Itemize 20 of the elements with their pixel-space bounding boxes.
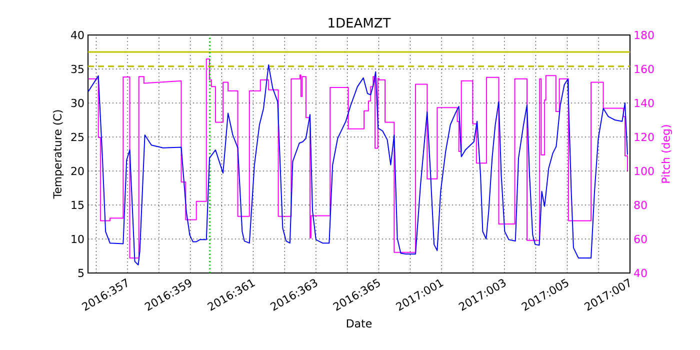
y-tick-label: 25	[71, 132, 84, 142]
y-tick-label: 15	[72, 200, 84, 210]
y2-tick-label: 40	[634, 268, 647, 278]
y-axis-title: Temperature (C)	[53, 110, 64, 199]
y-tick-label: 35	[71, 64, 84, 74]
y2-tick-label: 60	[634, 234, 647, 244]
y2-tick-label: 140	[634, 98, 654, 108]
y2-tick-label: 100	[634, 166, 654, 176]
y-tick-label: 30	[71, 98, 84, 108]
y2-axis-title: Pitch (deg)	[661, 125, 672, 183]
y-tick-label: 40	[71, 30, 84, 40]
chart-title: 1DEAMZT	[328, 18, 391, 28]
y2-tick-label: 160	[634, 64, 654, 74]
y2-tick-label: 120	[634, 132, 654, 142]
y-tick-label: 5	[78, 268, 84, 278]
y-tick-label: 10	[72, 234, 84, 244]
y2-tick-label: 180	[634, 30, 654, 40]
x-axis-title: Date	[346, 319, 372, 328]
y2-tick-label: 80	[634, 200, 647, 210]
y-tick-label: 20	[71, 166, 84, 176]
